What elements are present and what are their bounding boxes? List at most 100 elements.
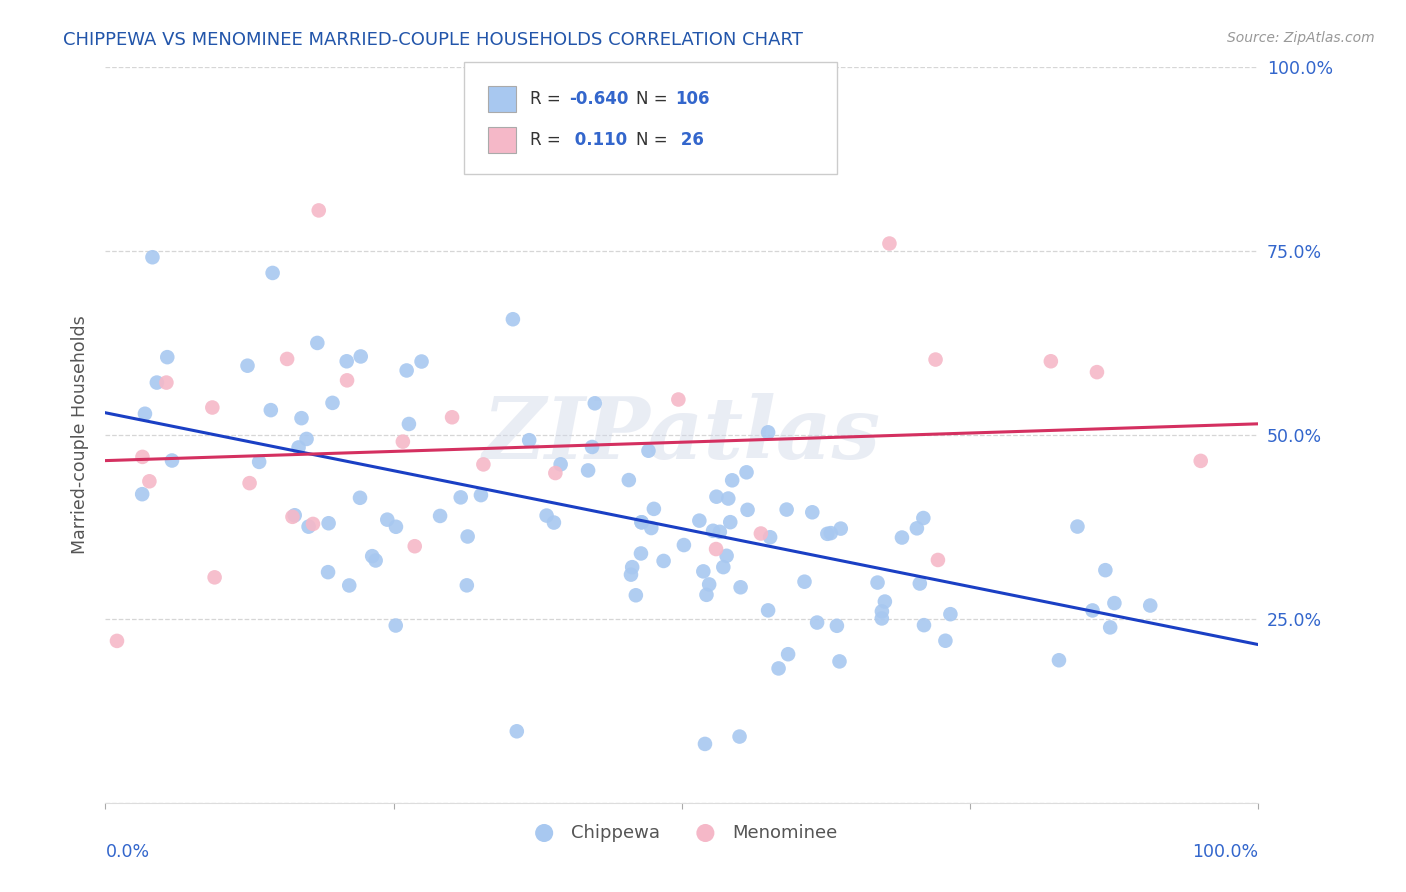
Point (281, 509, 304, 524)
Text: 106: 106 (675, 90, 710, 108)
Point (576, 463, 599, 477)
Text: Source: ZipAtlas.com: Source: ZipAtlas.com (1227, 31, 1375, 45)
Point (756, 603, 779, 617)
Point (318, 516, 340, 531)
Point (721, 473, 744, 487)
Point (290, 411, 312, 425)
Text: R =: R = (530, 90, 567, 108)
Text: R =: R = (530, 131, 567, 149)
Y-axis label: Married-couple Households: Married-couple Households (70, 316, 89, 554)
Point (643, 501, 665, 516)
Point (349, 491, 371, 505)
Point (695, 588, 717, 602)
Text: 100.0%: 100.0% (1192, 843, 1258, 862)
Point (1099, 620, 1122, 634)
Point (284, 508, 307, 523)
Point (239, 476, 262, 491)
Text: CHIPPEWA VS MENOMINEE MARRIED-COUPLE HOUSEHOLDS CORRELATION CHART: CHIPPEWA VS MENOMINEE MARRIED-COUPLE HOU… (63, 31, 803, 49)
Point (735, 466, 758, 480)
Point (316, 565, 339, 579)
Point (131, 450, 153, 464)
Point (666, 392, 689, 407)
Point (702, 524, 724, 538)
Point (1104, 596, 1126, 610)
Point (134, 407, 156, 421)
Point (201, 401, 224, 415)
Point (905, 521, 928, 535)
Point (456, 578, 478, 592)
Point (624, 588, 647, 602)
Point (688, 514, 710, 528)
Point (544, 466, 567, 480)
Point (295, 432, 318, 446)
Point (672, 538, 695, 552)
Point (141, 250, 163, 264)
Point (1039, 354, 1062, 368)
Point (908, 576, 931, 591)
Point (825, 619, 848, 633)
Text: -0.640: -0.640 (569, 90, 628, 108)
Point (517, 433, 540, 447)
Point (441, 410, 464, 425)
Point (620, 567, 643, 582)
Point (652, 554, 675, 568)
Point (621, 560, 644, 574)
Point (709, 524, 731, 539)
Point (236, 359, 259, 373)
Point (260, 403, 283, 417)
Point (138, 475, 160, 489)
Point (1094, 563, 1116, 577)
Point (820, 526, 842, 541)
Point (450, 491, 472, 505)
Point (262, 266, 284, 280)
Point (737, 503, 759, 517)
Point (1066, 519, 1088, 533)
Point (717, 491, 740, 506)
Point (704, 542, 727, 557)
Point (506, 724, 529, 739)
Point (375, 513, 398, 527)
Point (247, 455, 270, 469)
Point (457, 529, 479, 543)
Point (711, 560, 734, 574)
Point (1081, 603, 1104, 617)
Point (870, 604, 893, 618)
Point (472, 458, 495, 472)
Point (404, 539, 426, 553)
Point (927, 553, 949, 567)
Point (336, 373, 359, 387)
Point (891, 531, 914, 545)
Point (728, 730, 751, 744)
Point (583, 396, 606, 410)
Point (550, 458, 572, 472)
Point (160, 453, 183, 467)
Point (155, 376, 177, 390)
Point (617, 473, 640, 487)
Point (749, 526, 772, 541)
Point (131, 487, 153, 501)
Point (815, 526, 838, 541)
Point (775, 502, 797, 516)
Point (759, 530, 782, 544)
Point (395, 363, 418, 377)
Point (1189, 454, 1212, 468)
Point (870, 611, 893, 625)
Point (693, 737, 716, 751)
Text: 0.0%: 0.0% (105, 843, 149, 862)
Point (912, 511, 935, 525)
Point (801, 505, 824, 519)
Point (879, 236, 901, 251)
Point (321, 396, 343, 410)
Point (384, 618, 406, 632)
Text: N =: N = (636, 90, 672, 108)
Point (385, 520, 408, 534)
Text: N =: N = (636, 131, 672, 149)
Point (146, 376, 169, 390)
Point (105, 633, 128, 648)
Point (706, 490, 728, 504)
Point (830, 522, 852, 536)
Point (768, 661, 790, 675)
Point (581, 440, 603, 454)
Point (536, 508, 558, 523)
Point (287, 441, 309, 455)
